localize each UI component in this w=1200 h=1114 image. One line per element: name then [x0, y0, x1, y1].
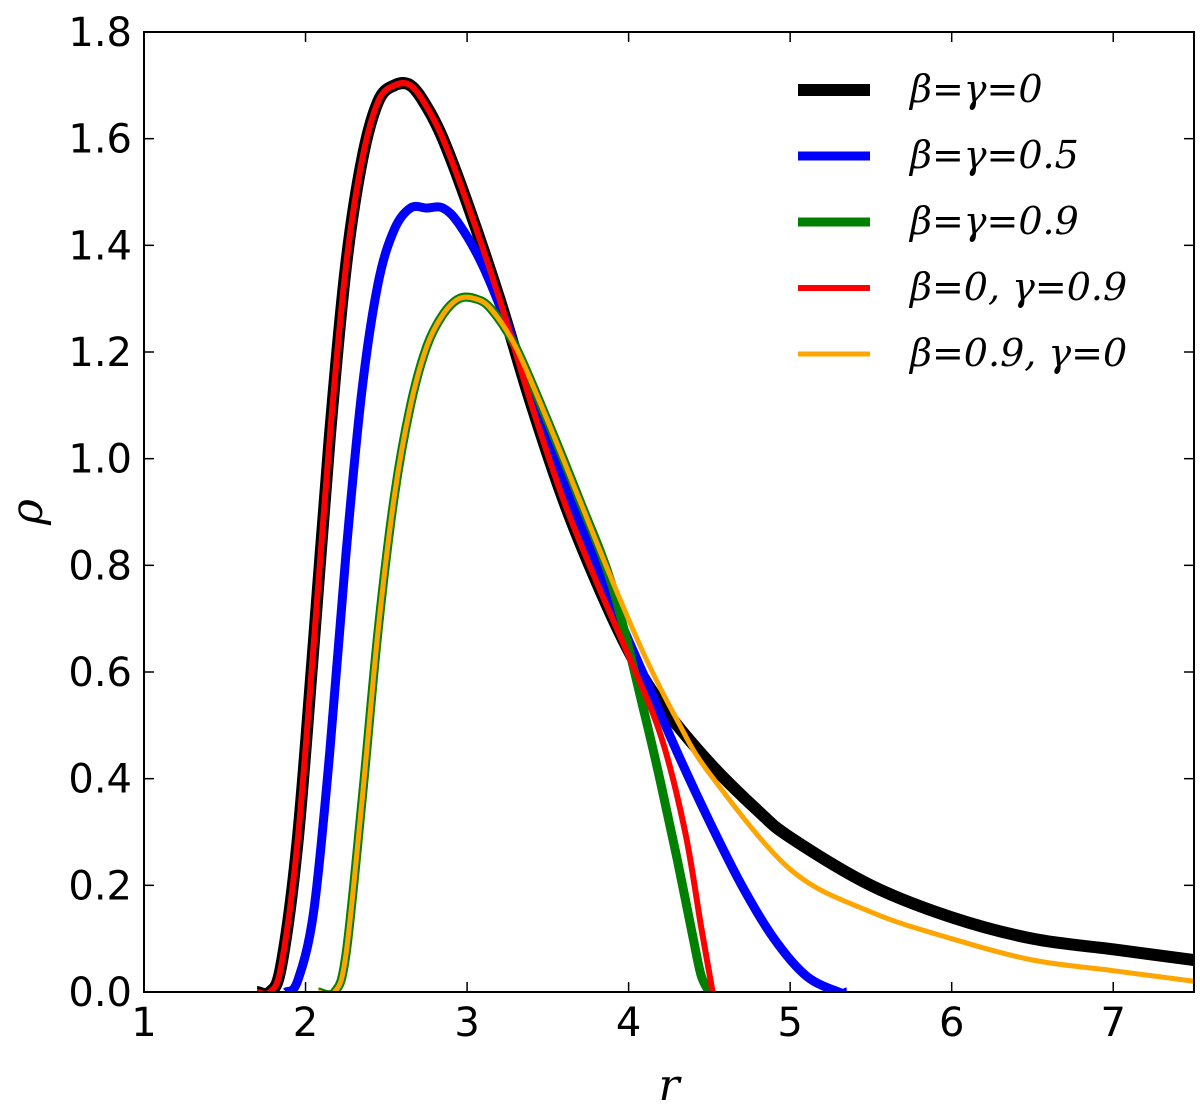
y-tick-label: 0.6 — [68, 650, 132, 696]
series-line-5 — [318, 294, 1194, 992]
series-layer — [257, 77, 1194, 992]
y-tick-label: 1.4 — [68, 223, 132, 269]
x-tick-label: 6 — [939, 1000, 964, 1046]
y-tick-label: 1.0 — [68, 437, 132, 483]
x-tick-label: 2 — [293, 1000, 318, 1046]
legend-label-1: β=γ=0 — [908, 67, 1043, 111]
series-line-2 — [283, 201, 847, 992]
y-tick-label: 0.0 — [68, 970, 132, 1016]
legend-label-5: β=0.9, γ=0 — [908, 331, 1127, 375]
plot-frame — [143, 31, 1195, 993]
x-tick-label: 5 — [777, 1000, 802, 1046]
legend-label-4: β=0, γ=0.9 — [908, 265, 1127, 309]
x-axis-label: r — [658, 1060, 682, 1111]
y-tick-label: 0.8 — [68, 543, 132, 589]
y-tick-label: 1.8 — [68, 10, 132, 56]
y-tick-label: 0.2 — [68, 863, 132, 909]
x-tick-label: 4 — [616, 1000, 641, 1046]
y-tick-label: 1.6 — [68, 117, 132, 163]
x-tick-label: 1 — [131, 1000, 156, 1046]
y-tick-label: 1.2 — [68, 330, 132, 376]
x-tick-label: 3 — [454, 1000, 479, 1046]
y-tick-label: 0.4 — [68, 757, 132, 803]
y-axis-label: ρ — [2, 499, 53, 526]
x-tick-label: 7 — [1101, 1000, 1126, 1046]
legend-label-2: β=γ=0.5 — [908, 133, 1079, 177]
legend-label-3: β=γ=0.9 — [908, 199, 1079, 243]
legend: β=γ=0 β=γ=0.5 β=γ=0.9 β=0, γ=0.9 β=0.9, γ=0 — [798, 67, 1127, 375]
ticks-layer: 1 2 3 4 5 6 7 0.0 0.2 0.4 0.6 0.8 1.0 1.2 1.4 1.6 1.8 — [68, 10, 1194, 1046]
series-line-4 — [257, 80, 716, 992]
